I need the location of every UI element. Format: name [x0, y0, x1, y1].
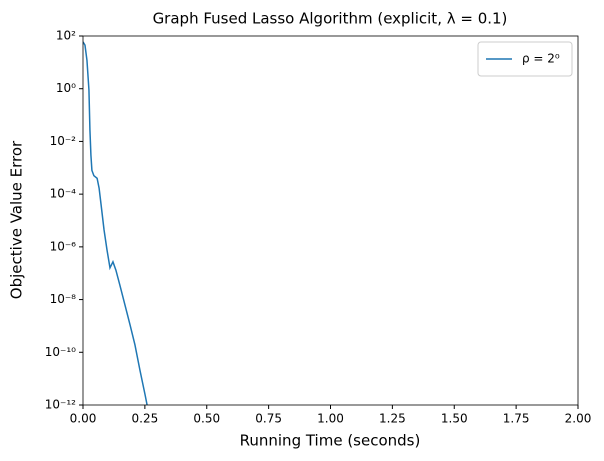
- legend-box: [477, 41, 573, 77]
- y-tick-label: 10²: [56, 29, 76, 43]
- x-tick-label: 0.25: [132, 412, 159, 426]
- y-tick-label: 10⁻²: [50, 134, 77, 148]
- chart-title: Graph Fused Lasso Algorithm (explicit, λ…: [153, 10, 508, 28]
- x-tick-label: 1.75: [503, 412, 530, 426]
- y-tick-label: 10⁻¹⁰: [45, 345, 76, 359]
- y-tick-label: 10⁻¹²: [45, 398, 76, 412]
- y-axis-label: Objective Value Error: [8, 140, 26, 299]
- x-tick-label: 1.50: [441, 412, 468, 426]
- y-tick-label: 10⁻⁴: [50, 187, 77, 201]
- line: [83, 41, 148, 405]
- x-tick-label: 2.00: [565, 412, 592, 426]
- x-tick-label: 0.75: [255, 412, 282, 426]
- x-tick-label: 1.25: [379, 412, 406, 426]
- y-tick-label: 10⁻⁸: [50, 292, 77, 306]
- plot-frame: [82, 35, 579, 406]
- x-tick-label: 0.00: [70, 412, 97, 426]
- x-tick-label: 0.50: [193, 412, 220, 426]
- legend-label: ρ = 2⁰: [522, 52, 560, 66]
- y-tick-label: 10⁰: [56, 81, 76, 95]
- x-axis-label: Running Time (seconds): [240, 432, 421, 450]
- x-tick-label: 1.00: [317, 412, 344, 426]
- y-tick-label: 10⁻⁶: [50, 239, 77, 253]
